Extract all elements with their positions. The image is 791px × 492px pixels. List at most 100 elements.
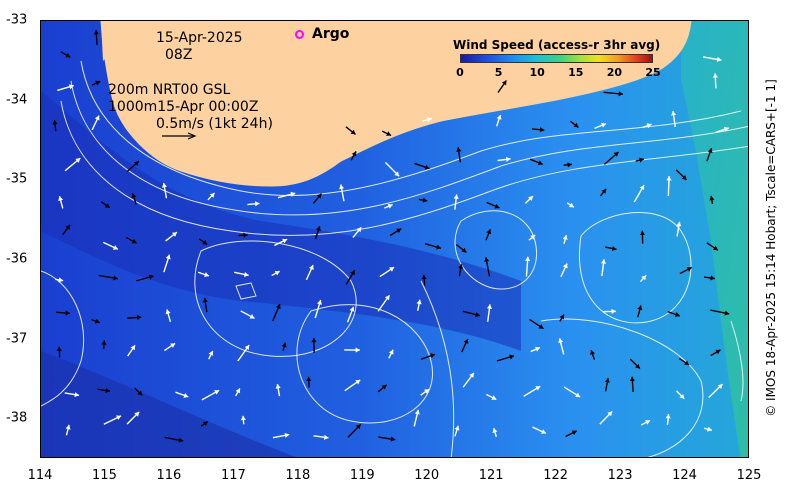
wind-arrow-head xyxy=(316,193,322,199)
wind-arrow-head xyxy=(571,430,577,436)
wind-arrow-head xyxy=(676,221,682,227)
wind-arrow-head xyxy=(165,254,171,260)
wind-arrow-head xyxy=(65,424,71,430)
wind-arrow-head xyxy=(350,270,355,276)
x-tick-label: 121 xyxy=(478,468,504,483)
wind-arrow-head xyxy=(171,232,177,237)
y-tick-label: -36 xyxy=(6,251,28,267)
wind-arrow-head xyxy=(202,421,208,427)
wind-arrow-head xyxy=(645,420,651,425)
wind-arrow-head xyxy=(491,395,497,400)
wind-arrow-head xyxy=(416,299,422,305)
wind-arrow-head xyxy=(575,392,581,398)
y-tick-label: -37 xyxy=(6,331,28,347)
scale-arrow-icon xyxy=(162,132,197,140)
wind-arrow-head xyxy=(240,415,246,421)
x-tick-label: 122 xyxy=(543,468,569,483)
colorbar xyxy=(460,54,653,63)
wind-arrow-head xyxy=(170,343,176,348)
wind-arrow-head xyxy=(611,245,617,252)
wind-arrow-head xyxy=(148,274,154,280)
wind-arrow-head xyxy=(707,426,712,432)
deep-blue-band xyxy=(41,91,521,351)
wind-arrow-head xyxy=(355,424,361,430)
wind-arrow-head xyxy=(723,126,729,132)
shelf-contour-2 xyxy=(70,80,748,216)
argo-legend: Argo xyxy=(295,26,349,42)
depth-label-1: 200m NRT00 GSL xyxy=(108,82,231,98)
wind-arrow-head xyxy=(710,275,715,281)
time-label: 08Z xyxy=(165,47,193,63)
wind-arrow-head xyxy=(58,196,64,202)
wind-arrow-head xyxy=(454,425,460,431)
wind-arrow-head xyxy=(469,372,474,378)
y-tick-label: -35 xyxy=(6,171,28,187)
wind-arrow-head xyxy=(355,379,361,385)
wind-arrow-head xyxy=(209,192,215,198)
wind-arrow-head xyxy=(414,409,420,415)
wind-arrow-head xyxy=(607,411,613,417)
wind-arrow-head xyxy=(601,188,607,194)
argo-marker-icon xyxy=(295,29,304,39)
wind-arrow-head xyxy=(525,256,531,262)
wind-arrow-head xyxy=(509,354,515,360)
scale-label: 0.5m/s (1kt 24h) xyxy=(156,116,273,132)
map-canvas xyxy=(41,21,748,457)
wind-arrow-head xyxy=(686,267,692,272)
wind-arrow-head xyxy=(349,306,355,312)
wind-arrow-head xyxy=(282,238,288,244)
colorbar-tick-label: 0 xyxy=(456,66,464,79)
wind-arrow-head xyxy=(356,227,362,233)
wind-arrow-head xyxy=(243,271,249,278)
wind-arrow-head xyxy=(183,392,189,398)
wind-arrow-head xyxy=(214,390,220,395)
wind-arrow-head xyxy=(350,129,356,135)
wind-arrow-head xyxy=(562,235,568,240)
wind-arrow-head xyxy=(611,308,616,314)
contour-far-east xyxy=(730,320,744,402)
wind-arrow-head xyxy=(204,272,210,278)
wind-arrow-head xyxy=(559,314,564,320)
shelf-contour-1 xyxy=(80,60,742,196)
wind-arrow-head xyxy=(568,202,574,208)
wind-arrow-head xyxy=(202,297,208,303)
map-panel[interactable] xyxy=(40,20,749,458)
wind-arrow-head xyxy=(638,157,644,163)
wind-arrow-head xyxy=(235,388,241,394)
x-tick-label: 119 xyxy=(349,468,375,483)
wind-arrow-head xyxy=(486,304,493,309)
wind-arrow-head xyxy=(458,264,464,269)
wind-arrow-head xyxy=(161,183,167,188)
wind-arrow-head xyxy=(65,224,71,230)
wind-arrow-head xyxy=(384,295,390,301)
wind-arrow-head xyxy=(130,345,136,351)
wind-arrow-head xyxy=(355,347,360,353)
wind-arrow-head xyxy=(65,310,70,316)
wind-arrow-head xyxy=(112,245,118,250)
contour-south-band xyxy=(420,280,455,457)
wind-arrow-head xyxy=(396,228,402,234)
wind-arrow-head xyxy=(275,384,281,389)
wind-arrow-head xyxy=(501,80,507,86)
wind-arrow-head xyxy=(496,114,502,120)
wind-arrow-head xyxy=(208,350,214,356)
wind-arrow-head xyxy=(707,148,713,154)
wind-arrow-head xyxy=(456,147,462,152)
wind-arrow-head xyxy=(629,376,635,382)
wind-arrow-head xyxy=(637,305,643,311)
wind-arrow-head xyxy=(590,350,595,355)
wind-arrow-head xyxy=(421,274,427,280)
wind-arrow-head xyxy=(424,164,430,170)
wind-arrow-head xyxy=(389,267,395,272)
wind-arrow-head xyxy=(674,312,680,317)
wind-arrow-head xyxy=(309,265,314,270)
y-tick-label: -38 xyxy=(6,410,28,426)
contours xyxy=(41,60,748,457)
x-tick-label: 114 xyxy=(27,468,53,483)
wind-arrow-head xyxy=(94,115,100,121)
colorbar-tick-label: 10 xyxy=(529,66,545,79)
colorbar-title: Wind Speed (access-r 3hr avg) xyxy=(453,38,661,52)
deep-blue-southwest xyxy=(41,351,296,457)
wind-arrow-head xyxy=(249,314,255,319)
wind-arrow-head xyxy=(424,389,430,394)
